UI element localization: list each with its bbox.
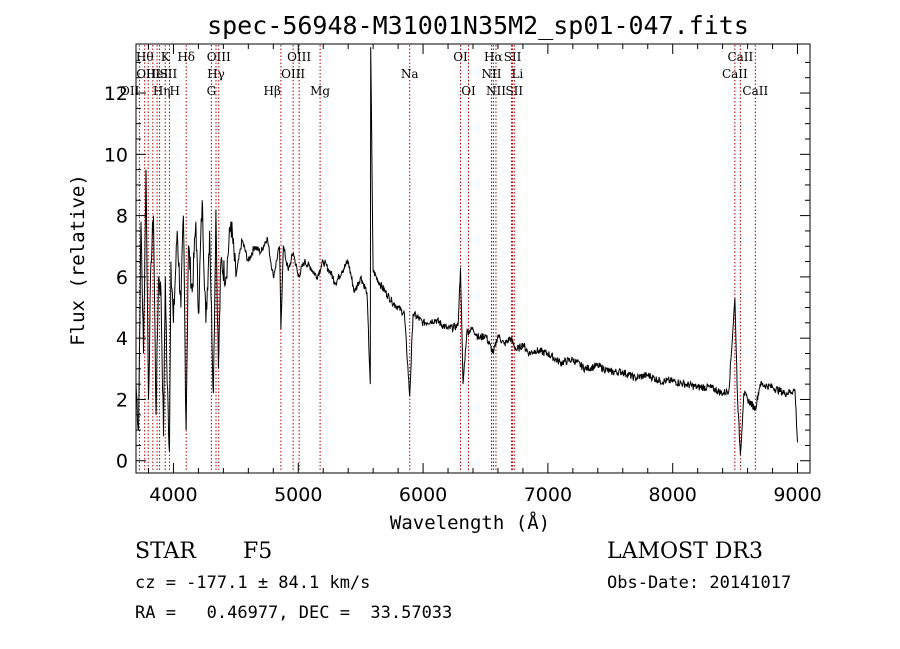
line-label-15: Mg — [310, 84, 330, 98]
line-label-21: NII — [486, 84, 506, 98]
y-tick-label: 8 — [116, 206, 128, 228]
line-label-24: SII — [505, 84, 523, 98]
x-tick-label: 7000 — [524, 484, 572, 506]
emission-line-markers — [138, 45, 756, 472]
line-label-7: H — [169, 84, 179, 98]
axis-ticks: 4000 5000 6000 7000 8000 9000 0 2 4 6 8 10 12 — [104, 44, 822, 506]
y-tick-label: 0 — [116, 451, 128, 473]
y-tick-label: 10 — [104, 144, 128, 166]
observation-date: Obs-Date: 20141017 — [607, 573, 792, 593]
y-tick-label: 6 — [116, 267, 128, 289]
plot-frame — [135, 43, 811, 474]
line-label-5: SII — [160, 67, 178, 81]
line-label-4: HeI — [146, 67, 169, 81]
x-tick-label: 6000 — [399, 484, 447, 506]
line-label-0: OII — [120, 84, 140, 98]
line-label-18: OI — [461, 84, 476, 98]
line-label-23: SII — [504, 50, 522, 64]
line-label-11: OIII — [207, 50, 231, 64]
line-label-22: Li — [511, 67, 523, 81]
x-axis-label: Wavelength (Å) — [390, 511, 550, 534]
coordinates: RA = 0.46977, DEC = 33.57033 — [135, 603, 453, 623]
x-tick-label: 9000 — [773, 484, 821, 506]
line-labels: OIIHθOIIIHηHeISIIKHHδGHγOIIIHβOIIIOIIIMg… — [120, 50, 768, 98]
x-tick-label: 8000 — [649, 484, 697, 506]
object-subclass: F5 — [243, 539, 273, 564]
line-label-25: CaII — [722, 67, 748, 81]
spectrum-series — [135, 47, 798, 455]
line-label-3: Hη — [153, 84, 171, 98]
line-label-26: CaII — [727, 50, 753, 64]
x-tick-label: 4000 — [149, 484, 197, 506]
line-label-8: Hδ — [177, 50, 195, 64]
line-label-6: K — [161, 50, 171, 64]
line-label-10: Hγ — [207, 67, 225, 81]
object-class: STAR — [135, 539, 196, 564]
line-label-9: G — [207, 84, 217, 98]
line-label-16: Na — [401, 67, 419, 81]
line-label-19: NII — [481, 67, 501, 81]
redshift-cz: cz = -177.1 ± 84.1 km/s — [135, 573, 371, 593]
survey-name: LAMOST DR3 — [607, 539, 763, 564]
y-tick-label: 4 — [116, 328, 128, 350]
y-tick-label: 2 — [116, 389, 128, 411]
x-tick-label: 5000 — [274, 484, 322, 506]
line-label-12: Hβ — [264, 84, 281, 98]
line-label-17: OI — [453, 50, 468, 64]
line-label-27: CaII — [742, 84, 768, 98]
line-label-20: Hα — [484, 50, 503, 64]
chart-title: spec-56948-M31001N35M2_sp01-047.fits — [207, 11, 749, 40]
line-label-13: OIII — [281, 67, 305, 81]
y-tick-label: 12 — [104, 83, 128, 105]
y-axis-label: Flux (relative) — [67, 174, 89, 346]
line-label-14: OIII — [287, 50, 311, 64]
line-label-1: Hθ — [136, 50, 154, 64]
line-label-2: OIII — [136, 67, 160, 81]
spectrum-line — [135, 47, 798, 455]
